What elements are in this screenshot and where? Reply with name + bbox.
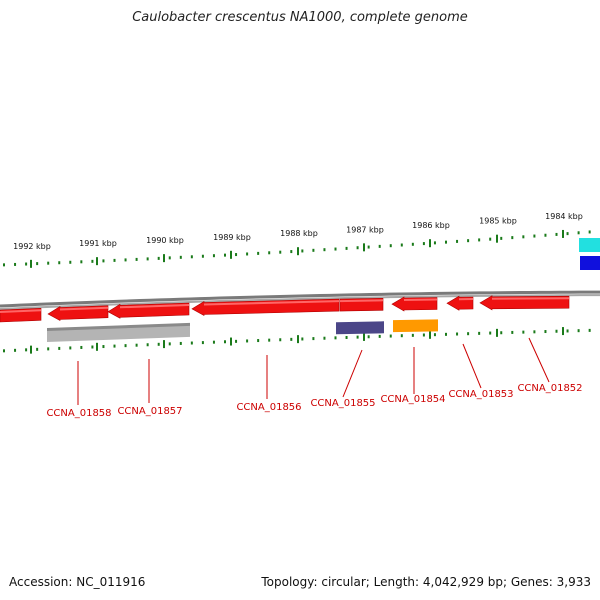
scale-label: 1986 kbp — [412, 221, 450, 230]
grey-feature-band-edge — [47, 322, 190, 331]
gene-label: CCNA_01858 — [46, 408, 111, 419]
scale-label: 1989 kbp — [213, 233, 251, 242]
scale-label: 1991 kbp — [79, 239, 117, 248]
page-title: Caulobacter crescentus NA1000, complete … — [132, 10, 468, 25]
cds-arrow-ccna-01857-highlight — [119, 304, 190, 309]
scale-label: 1992 kbp — [13, 242, 51, 251]
accession-text: Accession: NC_011916 — [9, 575, 146, 589]
cds-arrow-ccna-01852-highlight — [491, 297, 570, 300]
cds-arrow-ccna-01854-highlight — [403, 298, 438, 301]
scale-label: 1987 kbp — [346, 225, 384, 234]
gene-leader-line — [342, 349, 363, 398]
gene-label: CCNA_01852 — [517, 383, 582, 394]
genome-summary-text: Topology: circular; Length: 4,042,929 bp… — [261, 575, 591, 589]
backbone-line-upper — [0, 290, 600, 308]
scale-label: 1984 kbp — [545, 212, 583, 221]
gene-leader-line — [462, 343, 482, 389]
purple-feature-band — [336, 321, 384, 335]
cds-arrow-ccna-01856-highlight — [203, 300, 340, 306]
scale-label: 1988 kbp — [280, 229, 318, 238]
gene-label: CCNA_01857 — [117, 406, 182, 417]
scale-label: 1985 kbp — [479, 217, 517, 226]
cyan-feature-band — [579, 238, 600, 252]
gene-label: CCNA_01854 — [380, 394, 445, 405]
orange-feature-band — [393, 319, 438, 333]
backbone-line-lower — [0, 294, 600, 310]
gene-label: CCNA_01853 — [448, 389, 513, 400]
gene-leader-line — [528, 337, 550, 383]
cds-arrow-ccna-01858-highlight — [59, 306, 109, 311]
cds-arrow-partial-highlight — [0, 309, 42, 313]
scale-label: 1990 kbp — [146, 236, 184, 245]
gene-label: CCNA_01855 — [310, 398, 375, 409]
blue-feature-band — [580, 256, 600, 270]
gene-label: CCNA_01856 — [236, 402, 301, 413]
cds-arrow-ccna-01855-highlight — [339, 299, 384, 303]
